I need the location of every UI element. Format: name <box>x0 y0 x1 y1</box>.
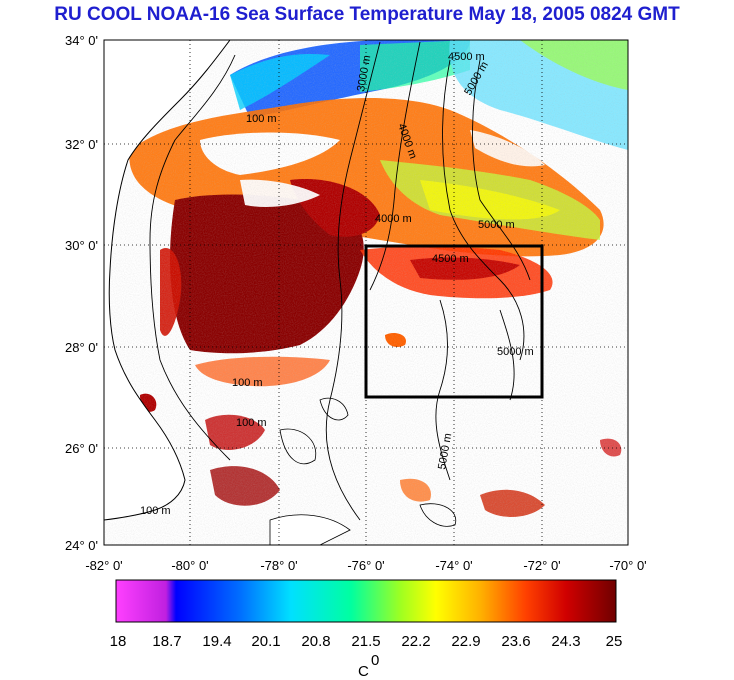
colorbar-tick-label: 21.5 <box>351 633 380 650</box>
colorbar-tick-label: 18 <box>110 633 127 650</box>
colorbar-tick-label: 19.4 <box>202 633 231 650</box>
lon-label: -82° 0' <box>85 558 122 573</box>
map-frame <box>103 39 629 546</box>
colorbar-unit: C <box>358 663 369 680</box>
lon-label: -74° 0' <box>435 558 472 573</box>
colorbar-tick-label: 20.8 <box>301 633 330 650</box>
colorbar-tick-label: 18.7 <box>152 633 181 650</box>
colorbar-tick-label: 22.9 <box>451 633 480 650</box>
contour-label: 5000 m <box>478 219 515 231</box>
lon-label: -70° 0' <box>609 558 646 573</box>
contour-label: 4500 m <box>432 253 469 265</box>
colorbar-tick-label: 25 <box>606 633 623 650</box>
longitude-labels: -82° 0' -80° 0' -78° 0' -76° 0' -74° 0' … <box>85 558 646 573</box>
contour-label: 100 m <box>246 113 277 125</box>
colorbar <box>115 579 617 623</box>
lat-label: 26° 0' <box>65 441 98 456</box>
contour-label: 100 m <box>232 377 263 389</box>
contour-label: 100 m <box>236 417 267 429</box>
bathymetry-contours <box>149 41 531 521</box>
contour-label: 4000 m <box>375 213 412 225</box>
colorbar-tick-label: 22.2 <box>401 633 430 650</box>
lat-label: 28° 0' <box>65 340 98 355</box>
lat-label: 24° 0' <box>65 538 98 553</box>
colorbar-unit-superscript: 0 <box>371 652 379 669</box>
lon-label: -80° 0' <box>171 558 208 573</box>
colorbar-ticks: 18 18.7 19.4 20.1 20.8 21.5 22.2 22.9 23… <box>110 633 623 650</box>
lon-label: -78° 0' <box>260 558 297 573</box>
lon-label: -76° 0' <box>347 558 384 573</box>
colorbar-tick-label: 20.1 <box>251 633 280 650</box>
study-area-box <box>364 244 544 399</box>
lat-label: 30° 0' <box>65 238 98 253</box>
colorbar-tick-label: 24.3 <box>551 633 580 650</box>
contour-label: 100 m <box>140 505 171 517</box>
contour-label: 4500 m <box>448 51 485 63</box>
lat-label: 34° 0' <box>65 33 98 48</box>
colorbar-tick-label: 23.6 <box>501 633 530 650</box>
lat-label: 32° 0' <box>65 137 98 152</box>
coastline <box>104 40 457 545</box>
map-title: RU COOL NOAA-16 Sea Surface Temperature … <box>54 4 680 25</box>
latitude-labels: 34° 0' 32° 0' 30° 0' 28° 0' 26° 0' 24° 0… <box>65 33 98 553</box>
contour-label: 5000 m <box>497 346 534 358</box>
lon-label: -72° 0' <box>523 558 560 573</box>
